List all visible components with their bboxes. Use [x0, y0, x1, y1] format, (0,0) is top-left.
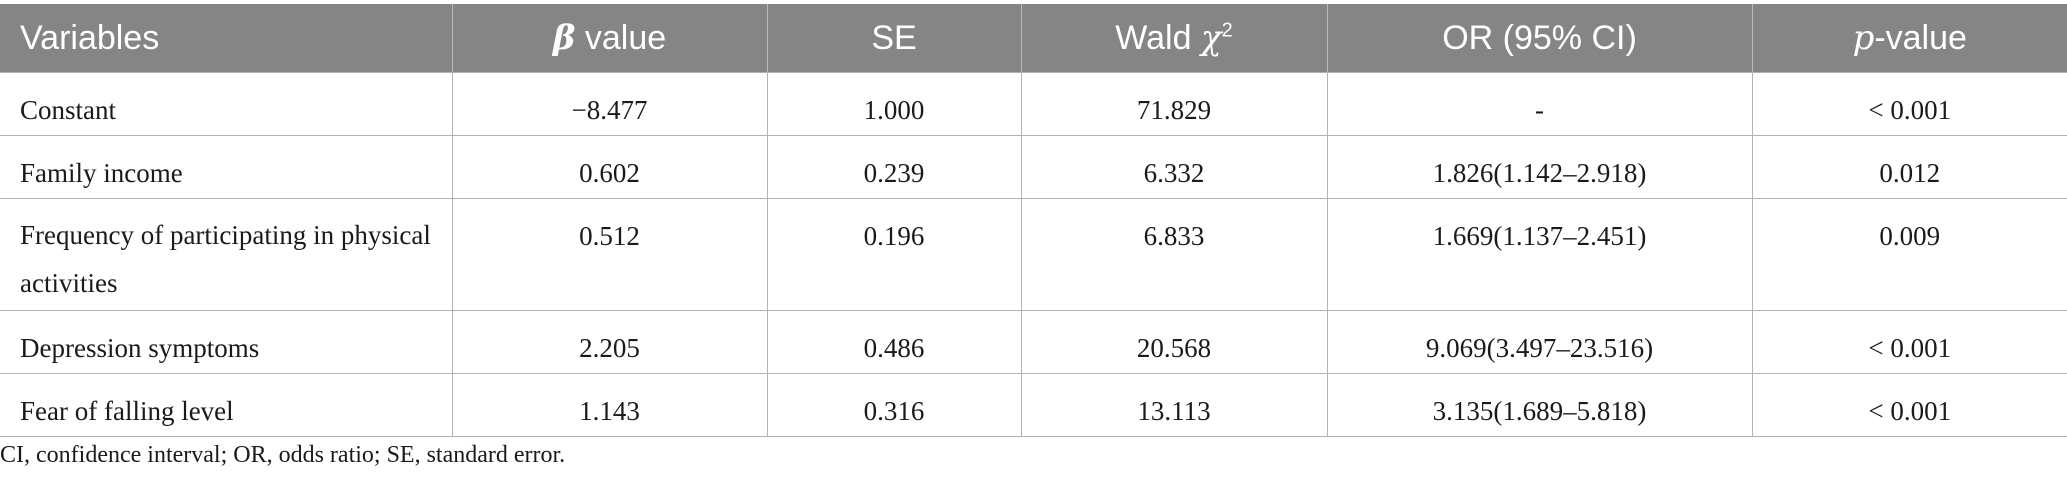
cell-se: 1.000: [766, 72, 1022, 136]
cell-wald: 6.332: [1020, 135, 1328, 199]
p-label: -value: [1874, 19, 1967, 57]
wald-label: Wald: [1115, 19, 1201, 57]
cell-beta: 1.143: [451, 373, 768, 437]
beta-symbol: β: [552, 18, 576, 58]
table-row: Constant −8.477 1.000 71.829 - < 0.001: [0, 72, 2067, 136]
header-variables: Variables: [0, 4, 452, 73]
regression-table: Variables β value SE Wald χ2 OR (95% CI)…: [0, 4, 2067, 437]
cell-wald: 13.113: [1020, 373, 1328, 437]
cell-variable: Depression symptoms: [0, 310, 453, 374]
table-row: Depression symptoms 2.205 0.486 20.568 9…: [0, 310, 2067, 374]
cell-variable: Fear of falling level: [0, 373, 453, 437]
cell-beta: 2.205: [451, 310, 768, 374]
table-row: Frequency of participating in physical a…: [0, 198, 2067, 311]
header-beta-value: β value: [451, 4, 767, 73]
p-symbol: p: [1852, 18, 1875, 58]
cell-variable: Frequency of participating in physical a…: [0, 198, 453, 311]
cell-p: 0.009: [1751, 198, 2067, 311]
chi-superscript: 2: [1221, 19, 1233, 42]
table-header: Variables β value SE Wald χ2 OR (95% CI)…: [0, 4, 2067, 73]
cell-variable: Family income: [0, 135, 453, 199]
chi-symbol: χ: [1200, 18, 1222, 58]
cell-p: < 0.001: [1751, 72, 2067, 136]
cell-wald: 6.833: [1020, 198, 1328, 311]
cell-variable: Constant: [0, 72, 453, 136]
cell-se: 0.486: [766, 310, 1022, 374]
header-se: SE: [766, 4, 1021, 73]
cell-se: 0.239: [766, 135, 1022, 199]
cell-or: 9.069(3.497–23.516): [1326, 310, 1753, 374]
cell-beta: 0.602: [451, 135, 768, 199]
cell-se: 0.316: [766, 373, 1022, 437]
header-or: OR (95% CI): [1326, 4, 1752, 73]
header-se-label: SE: [871, 18, 917, 57]
cell-beta: 0.512: [451, 198, 768, 311]
header-wald: Wald χ2: [1020, 4, 1327, 73]
table-row: Fear of falling level 1.143 0.316 13.113…: [0, 373, 2067, 437]
cell-or: 3.135(1.689–5.818): [1326, 373, 1753, 437]
table-footnote: CI, confidence interval; OR, odds ratio;…: [0, 442, 566, 468]
header-row: Variables β value SE Wald χ2 OR (95% CI)…: [0, 4, 2067, 73]
header-p-value: p-value: [1751, 4, 2067, 73]
cell-or: -: [1326, 72, 1753, 136]
cell-or: 1.826(1.142–2.918): [1326, 135, 1753, 199]
beta-label: value: [575, 19, 667, 57]
cell-wald: 71.829: [1020, 72, 1328, 136]
cell-p: < 0.001: [1751, 310, 2067, 374]
cell-beta: −8.477: [451, 72, 768, 136]
table-row: Family income 0.602 0.239 6.332 1.826(1.…: [0, 135, 2067, 199]
header-variables-label: Variables: [20, 18, 160, 57]
cell-se: 0.196: [766, 198, 1022, 311]
cell-wald: 20.568: [1020, 310, 1328, 374]
regression-table-container: Variables β value SE Wald χ2 OR (95% CI)…: [0, 4, 2067, 437]
cell-p: < 0.001: [1751, 373, 2067, 437]
cell-or: 1.669(1.137–2.451): [1326, 198, 1753, 311]
cell-p: 0.012: [1751, 135, 2067, 199]
header-or-label: OR (95% CI): [1442, 18, 1637, 57]
table-body: Constant −8.477 1.000 71.829 - < 0.001 F…: [0, 72, 2067, 437]
